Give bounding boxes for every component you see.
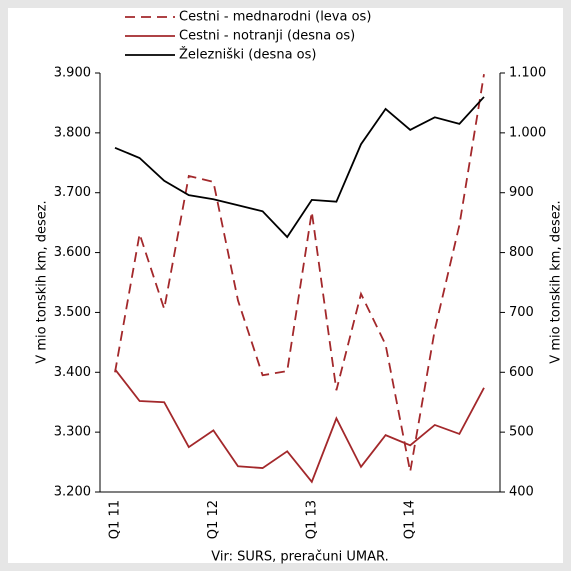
x-tick-label: Q1 14 bbox=[403, 500, 418, 539]
y2-tick-label: 1.000 bbox=[509, 125, 546, 140]
y-tick-label: 3.900 bbox=[54, 66, 91, 81]
y-tick-label: 3.400 bbox=[54, 365, 91, 380]
y-tick-label: 3.700 bbox=[54, 185, 91, 200]
series-line bbox=[114, 368, 485, 484]
y2-tick-label: 900 bbox=[509, 185, 534, 200]
y2-tick-label: 400 bbox=[509, 485, 534, 500]
series-line bbox=[114, 96, 485, 239]
x-tick-label: Q1 13 bbox=[304, 500, 319, 539]
y2-tick-label: 1.100 bbox=[509, 66, 546, 81]
y2-tick-label: 600 bbox=[509, 365, 534, 380]
y2-tick-label: 700 bbox=[509, 305, 534, 320]
series-line bbox=[114, 74, 485, 472]
y2-tick-label: 500 bbox=[509, 425, 534, 440]
y-axis-label: V mio tonskih km, desez. bbox=[35, 200, 50, 363]
y-tick-label: 3.300 bbox=[54, 425, 91, 440]
panel bbox=[8, 8, 563, 563]
legend-label: Železniški (desna os) bbox=[179, 47, 316, 63]
x-tick-label: Q1 11 bbox=[108, 500, 123, 539]
x-tick-label: Q1 12 bbox=[206, 500, 221, 539]
y-tick-label: 3.800 bbox=[54, 125, 91, 140]
legend-label: Cestni - notranji (desna os) bbox=[179, 29, 355, 44]
y-tick-label: 3.500 bbox=[54, 305, 91, 320]
legend-label: Cestni - mednarodni (leva os) bbox=[179, 10, 371, 25]
y-tick-label: 3.200 bbox=[54, 485, 91, 500]
y2-axis-label: V mio tonskih km, desez. bbox=[549, 200, 564, 363]
y-tick-label: 3.600 bbox=[54, 245, 91, 260]
source-note: Vir: SURS, preračuni UMAR. bbox=[211, 550, 388, 565]
y2-tick-label: 800 bbox=[509, 245, 534, 260]
